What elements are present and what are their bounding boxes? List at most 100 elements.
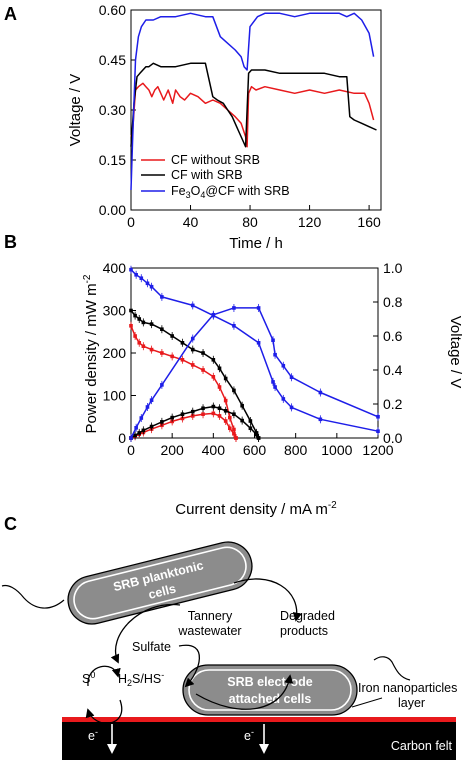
series-red-power-line <box>130 412 237 439</box>
series-red-voltage-point <box>141 344 146 348</box>
series-red-voltage-point <box>133 334 137 338</box>
series-blue-voltage-point <box>232 324 236 328</box>
series-blue-voltage-point <box>318 417 323 422</box>
series-blue-power-point <box>139 416 144 420</box>
carbon-felt-electrode <box>62 722 456 760</box>
series-blue-power-point <box>281 363 286 368</box>
series-red-voltage-point <box>149 347 154 352</box>
series-red-voltage-point <box>170 354 174 359</box>
series-red-voltage-point <box>211 375 216 379</box>
attached-cell-flagellum <box>373 656 411 681</box>
tannery-wastewater-label-line2: wastewater <box>177 624 241 638</box>
series-cf-without-srb-line <box>130 82 375 148</box>
panel-label-b: B <box>4 232 17 252</box>
series-blue-power-point <box>271 338 275 343</box>
series-black-power-point <box>201 406 205 411</box>
tannery-wastewater-label-line1: Tannery <box>188 609 233 623</box>
iron-layer-label-line2: layer <box>398 696 425 710</box>
sulfate-cycle-arrow-2 <box>178 644 201 688</box>
panel-a-y-tick-label: 0.00 <box>99 202 126 218</box>
series-blue-voltage-point <box>129 267 133 272</box>
series-blue-voltage-point <box>256 341 261 345</box>
series-blue-voltage-point <box>134 273 138 277</box>
electron-arrow-1-head <box>107 744 117 754</box>
series-black-voltage-point <box>133 313 137 318</box>
series-black-voltage-point <box>223 376 228 381</box>
legend-label-cf-with-srb: CF with SRB <box>171 168 243 182</box>
panel-b-series-lines <box>129 265 380 442</box>
series-black-voltage-point <box>217 366 222 371</box>
series-black-voltage-point <box>129 308 133 313</box>
series-red-voltage-line <box>130 325 237 439</box>
series-red-voltage-point <box>160 351 164 355</box>
series-black-power-point <box>223 409 228 413</box>
panel-b-x-axis-label: Current density / mA m-2 <box>175 500 337 518</box>
panel-b-right-y-tick-label: 0.4 <box>383 362 403 378</box>
series-blue-voltage-point <box>160 295 164 299</box>
series-blue-power-point <box>211 312 216 317</box>
panel-b-left-y-tick-label: 200 <box>103 345 127 361</box>
panel-a-x-tick-label: 80 <box>242 214 258 230</box>
electron-label-2: e- <box>244 727 254 743</box>
degraded-products-label-line2: products <box>280 624 328 638</box>
sulfur-label: S0 <box>82 670 95 686</box>
sulfate-label: Sulfate <box>132 640 171 654</box>
series-blue-power-point <box>256 306 261 310</box>
panel-b-x-tick-label: 800 <box>284 442 308 458</box>
panel-b-x-tick-label: 400 <box>202 442 226 458</box>
series-black-power-point <box>217 406 222 411</box>
series-blue-voltage-point <box>273 385 277 389</box>
series-blue-power-point <box>149 398 154 402</box>
tannery-to-degraded-arrow <box>233 578 302 622</box>
series-black-voltage-point <box>149 322 154 326</box>
panel-b-right-y-axis-label: Voltage / V <box>447 316 464 389</box>
series-red-power-point <box>234 436 238 440</box>
series-blue-power-point <box>145 405 150 409</box>
series-red-voltage-point <box>129 324 133 328</box>
series-red-power-point <box>201 412 205 416</box>
series-blue-voltage-point <box>149 284 154 289</box>
planktonic-cell-label-line2: cells <box>147 582 177 602</box>
series-blue-voltage-point <box>376 429 380 433</box>
series-black-power-point <box>137 431 142 435</box>
panel-a-y-tick-label: 0.45 <box>99 52 126 68</box>
series-blue-power-point <box>318 390 323 395</box>
hydrogen-sulfide-label: H2S/HS- <box>118 670 164 688</box>
panel-b-right-y-tick-label: 0.2 <box>383 396 403 412</box>
series-black-power-point <box>256 436 261 440</box>
panel-b-left-y-tick-label: 400 <box>103 260 127 276</box>
panel-a-plot-frame <box>130 9 382 211</box>
s0-to-h2s-arrow <box>87 665 121 687</box>
h2s-to-s0-arrow <box>85 699 123 724</box>
series-red-voltage-point <box>190 363 195 367</box>
panel-a-y-tick-label: 0.60 <box>99 2 126 18</box>
panel-b-plot-frame <box>130 267 379 439</box>
iron-nanoparticle-layer <box>62 717 456 722</box>
series-red-power-point <box>217 414 222 418</box>
series-black-power-point <box>170 415 174 420</box>
series-black-voltage-point <box>180 341 185 345</box>
attached-cell-label-line2: attached cells <box>229 692 312 706</box>
tannery-to-degraded-arrow-2 <box>195 674 294 710</box>
degraded-products-label-line1: Degraded <box>280 609 335 623</box>
series-blue-power-line <box>130 307 379 439</box>
panel-b-right-y-tick-label: 1.0 <box>383 260 403 276</box>
attached-cell-label-line1: SRB electrode <box>227 675 312 689</box>
series-black-power-point <box>254 432 259 437</box>
series-red-power-point <box>180 416 185 421</box>
panel-b-x-tick-label: 600 <box>243 442 267 458</box>
series-red-voltage-point <box>232 427 236 432</box>
panel-b-x-tick-label: 0 <box>127 442 135 458</box>
legend-label-fe3o4-cf-with-srb: Fe3O4@CF with SRB <box>171 184 290 200</box>
series-blue-power-point <box>190 336 195 341</box>
series-black-voltage-point <box>248 419 253 423</box>
panel-a-ticks: 0 40 80 120 160 0.00 0.15 0.30 0.45 0.60 <box>99 2 381 230</box>
panel-b-left-y-tick-label: 0 <box>118 430 126 446</box>
series-black-voltage-point <box>190 347 195 352</box>
srb-planktonic-cell: SRB planktonic cells <box>67 541 253 625</box>
panel-a-x-tick-label: 0 <box>127 214 135 230</box>
series-blue-power-point <box>160 383 164 387</box>
series-black-voltage-point <box>201 351 205 355</box>
series-black-power-point <box>248 426 253 431</box>
series-red-power-point <box>223 419 228 423</box>
